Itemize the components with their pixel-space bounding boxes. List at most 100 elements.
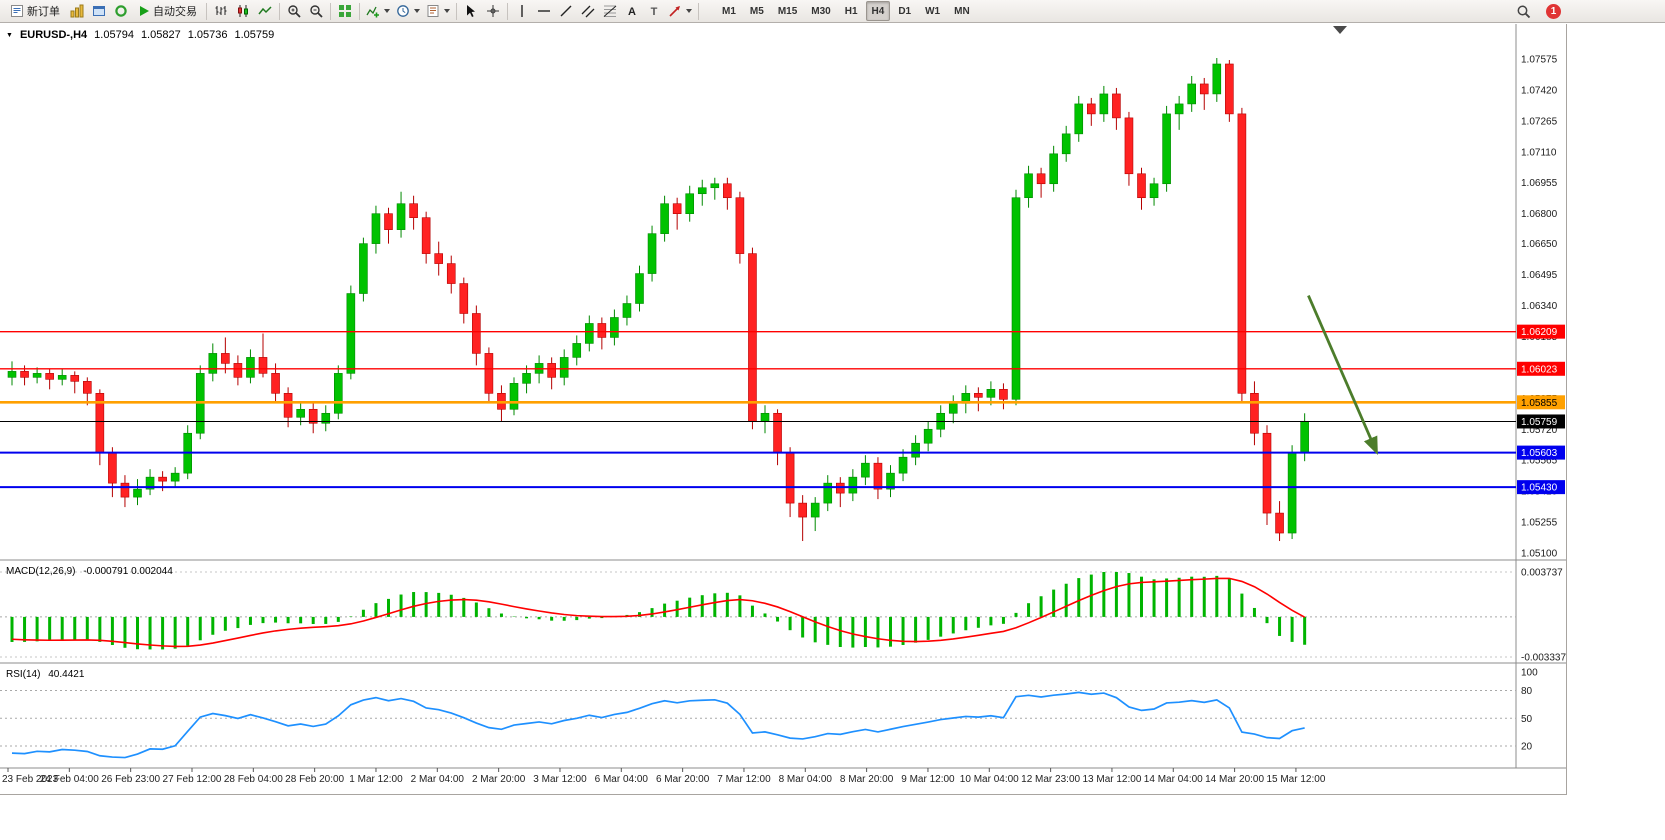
profiles-button[interactable] (88, 1, 110, 21)
candle-body (459, 283, 469, 314)
price-axis-label: 1.05100 (1521, 549, 1558, 560)
channel-tool-button[interactable] (577, 1, 599, 21)
time-axis-label: 14 Mar 20:00 (1205, 774, 1264, 785)
template-icon (427, 5, 439, 17)
time-axis-label: 13 Mar 12:00 (1082, 774, 1141, 785)
candle-body (7, 371, 17, 378)
new-chart-icon (70, 4, 84, 18)
timeframe-button-m1[interactable]: M1 (722, 5, 736, 17)
chevron-down-icon (384, 9, 390, 13)
candle-body (434, 253, 444, 264)
label-tool-button[interactable]: T (643, 1, 665, 21)
zoom-out-button[interactable] (305, 1, 327, 21)
candle-body (1237, 113, 1247, 394)
candle-body (1225, 63, 1234, 115)
timeframe-button-h1[interactable]: H1 (844, 5, 858, 17)
candle-body (371, 213, 381, 244)
rsi-axis-label: 20 (1521, 742, 1533, 753)
candle-body (359, 243, 368, 294)
timeframe-button-m15[interactable]: M15 (777, 5, 798, 17)
candlestick-mode-button[interactable] (232, 1, 254, 21)
templates-button[interactable] (423, 1, 453, 21)
bid-price-label: 1.05759 (1521, 417, 1558, 428)
candle-body (1124, 117, 1134, 175)
arrows-tool-button[interactable] (665, 1, 695, 21)
price-axis-label: 1.07110 (1521, 147, 1557, 158)
candle-body (208, 353, 218, 374)
time-axis-label: 1 Mar 12:00 (349, 774, 403, 785)
candle-body (1162, 113, 1171, 185)
cursor-button[interactable] (460, 1, 482, 21)
toolbar-separator (279, 2, 280, 20)
candle-body (697, 187, 707, 195)
candle-body (32, 373, 42, 378)
crosshair-button[interactable] (482, 1, 504, 21)
notification-badge[interactable]: 1 (1546, 3, 1561, 19)
vertical-line-icon (521, 5, 523, 17)
indicators-button[interactable] (363, 1, 393, 21)
periods-button[interactable] (393, 1, 423, 21)
trendline-tool-button[interactable] (555, 1, 577, 21)
candle-body (158, 476, 167, 482)
timeframe-button-w1[interactable]: W1 (925, 5, 941, 17)
autotrading-button[interactable]: 自动交易 (132, 1, 203, 21)
macd-values: -0.000791 0.002044 (83, 566, 173, 577)
indicators-icon (366, 6, 379, 18)
trend-arrow[interactable] (1307, 294, 1378, 456)
tile-windows-button[interactable] (334, 1, 356, 21)
candle-body (1099, 93, 1109, 115)
zoom-in-button[interactable] (283, 1, 305, 21)
rsi-axis-label: 100 (1521, 668, 1538, 679)
new-order-button[interactable]: 新订单 (4, 1, 66, 21)
time-axis-label: 27 Feb 12:00 (163, 774, 222, 785)
candle-body (748, 253, 757, 422)
timeframe-button-m30[interactable]: M30 (811, 5, 831, 17)
candle-body (1187, 83, 1196, 105)
cursor-icon (467, 5, 475, 17)
bar-chart-mode-button[interactable] (210, 1, 232, 21)
candle-body (710, 183, 720, 189)
horizontal-line-tool-button[interactable] (533, 1, 555, 21)
macd-axis-label: 0.003737 (1521, 568, 1563, 579)
collapse-icon[interactable]: ▼ (6, 31, 13, 39)
chart-window[interactable]: 1.07575 1.07420 1.07265 1.07110 1.06955 1.068… (0, 24, 1567, 795)
toolbar-separator (359, 2, 360, 20)
search-button[interactable] (1512, 1, 1534, 21)
candle-body (622, 303, 632, 318)
rsi-axis-label: 50 (1521, 714, 1533, 725)
timeframe-button-m5[interactable]: M5 (749, 5, 764, 17)
toolbar-separator (206, 2, 207, 20)
candle-body (1275, 512, 1284, 534)
time-axis-label: 28 Feb 20:00 (285, 774, 344, 785)
candle-body (509, 383, 519, 410)
vertical-line-tool-button[interactable] (511, 1, 533, 21)
time-axis-label: 15 Mar 12:00 (1266, 774, 1325, 785)
search-icon (1517, 5, 1530, 18)
text-tool-button[interactable]: A (621, 1, 643, 21)
candle-body (635, 273, 644, 304)
zoom-out-icon (310, 5, 323, 18)
time-axis-label: 26 Feb 23:00 (101, 774, 160, 785)
candle-body (283, 393, 293, 418)
candle-body (597, 323, 607, 338)
high-value: 1.05827 (140, 29, 181, 41)
line-chart-mode-button[interactable] (254, 1, 276, 21)
refresh-button[interactable] (110, 1, 132, 21)
chart-title: ▼ EURUSD-,H4 1.05794 1.05827 1.05736 1.0… (6, 29, 274, 41)
macd-indicator-label: MACD(12,26,9) -0.000791 0.002044 (6, 566, 173, 577)
candle-body (572, 343, 582, 358)
candle-body (446, 263, 456, 284)
shift-marker-icon[interactable] (1333, 26, 1347, 34)
time-axis-label: 8 Mar 20:00 (840, 774, 894, 785)
timeframe-button-h4[interactable]: H4 (865, 1, 891, 21)
chart-canvas[interactable]: 1.07575 1.07420 1.07265 1.07110 1.06955 1.068… (0, 24, 1566, 794)
fibonacci-tool-button[interactable] (599, 1, 621, 21)
time-axis-label: 7 Mar 12:00 (717, 774, 771, 785)
new-chart-button[interactable] (66, 1, 88, 21)
timeframe-button-mn[interactable]: MN (954, 5, 970, 17)
candle-body (911, 442, 920, 458)
timeframe-button-d1[interactable]: D1 (898, 5, 912, 17)
arrow-shape-icon (669, 6, 680, 17)
new-order-icon (11, 5, 23, 17)
fibonacci-icon (603, 5, 617, 17)
